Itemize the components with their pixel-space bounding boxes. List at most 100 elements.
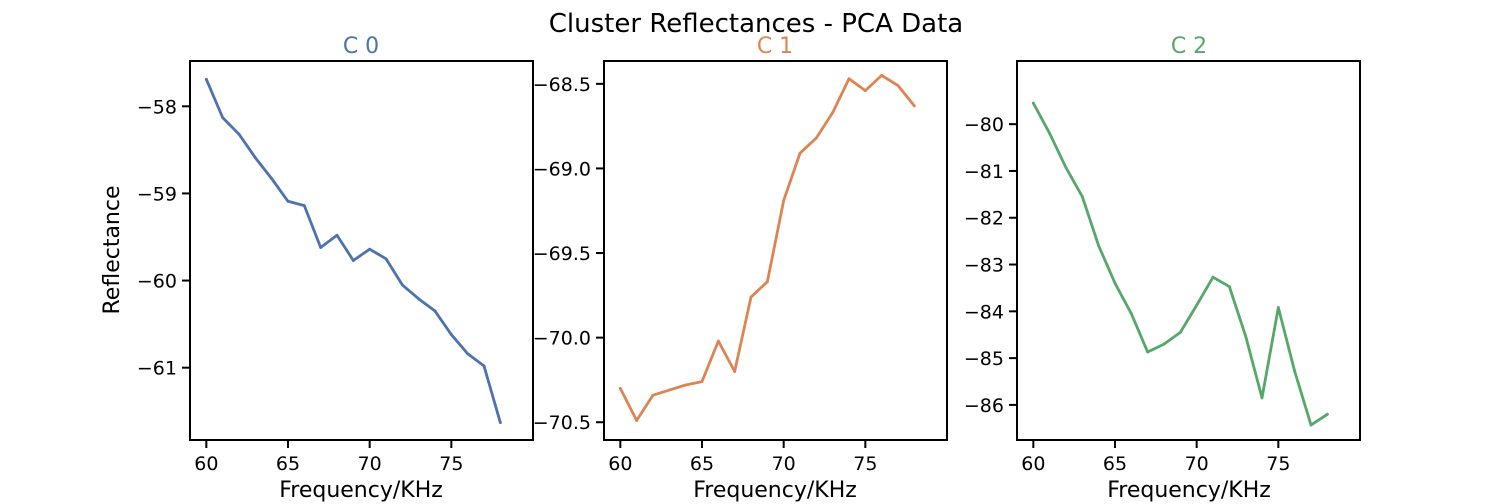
data-point [618, 387, 622, 390]
data-point [733, 370, 737, 373]
y-tick-label: −61 [137, 358, 177, 380]
tick-labels: 60 65 70 75 −68.5 −69.0 −69.5 −70.0 −70.5 [533, 74, 878, 475]
data-point [1113, 281, 1117, 285]
data-point [1031, 101, 1035, 105]
data-point [716, 339, 720, 343]
data-point [368, 247, 372, 251]
data-point [1276, 306, 1280, 309]
data-point [319, 246, 323, 249]
data-point [1211, 275, 1215, 279]
data-point [286, 199, 290, 203]
x-tick-label: 65 [690, 453, 714, 475]
data-point [270, 177, 274, 181]
data-point [1162, 342, 1166, 346]
x-tick-label: 75 [1266, 453, 1290, 475]
data-point [1080, 195, 1084, 199]
data-point [1097, 244, 1101, 248]
y-tick-label: −69.0 [533, 158, 591, 180]
x-tick-label: 70 [772, 453, 796, 475]
x-axis-label: Frequency/KHz [693, 478, 857, 503]
data-point [880, 73, 884, 77]
y-tick-label: −81 [964, 161, 1004, 183]
series-group [1031, 101, 1329, 427]
data-point [863, 89, 867, 93]
data-point [700, 380, 704, 384]
subplot-title: C 0 [343, 34, 379, 59]
data-point [1064, 166, 1068, 170]
data-point [384, 257, 388, 261]
y-tick-label: −82 [964, 208, 1004, 230]
data-point [433, 309, 437, 313]
y-tick-label: −59 [137, 183, 177, 205]
x-tick-label: 70 [1185, 453, 1209, 475]
y-tick-label: −69.5 [533, 243, 591, 265]
y-tick-label: −85 [964, 348, 1004, 370]
data-point [466, 352, 470, 356]
y-tick-label: −83 [964, 255, 1004, 277]
x-tick-label: 60 [1021, 453, 1045, 475]
data-point [684, 383, 688, 387]
data-point [814, 136, 818, 140]
x-tick-label: 65 [1103, 453, 1127, 475]
data-point [449, 333, 453, 336]
x-axis-label: Frequency/KHz [1107, 478, 1271, 503]
data-point [1146, 350, 1150, 354]
data-point [667, 388, 671, 392]
x-tick-label: 75 [853, 453, 877, 475]
series-group [204, 77, 502, 424]
series-group [618, 73, 916, 422]
y-tick-label: −84 [964, 301, 1004, 323]
data-point [1244, 334, 1248, 338]
data-point [1325, 412, 1329, 416]
plot-frame [603, 60, 948, 441]
series-line [618, 73, 916, 422]
data-point [482, 364, 486, 368]
data-point [417, 297, 421, 301]
data-point [351, 259, 355, 262]
plot-frame [189, 60, 534, 441]
subplot-c0: C 0 60 65 70 75 −58 −59 −60 −61 Frequency/KHz R… [100, 34, 534, 503]
data-point [1178, 330, 1182, 334]
x-axis-label: Frequency/KHz [279, 478, 443, 503]
subplot-title: C 2 [1171, 34, 1207, 59]
x-tick-label: 75 [439, 453, 463, 475]
subplot-c2: C 2 60 65 70 75 −80 −81 −82 −83 −84 −85 −86 Freque… [964, 34, 1361, 503]
x-tick-label: 70 [358, 453, 382, 475]
series-line [204, 77, 502, 424]
data-point [1227, 285, 1231, 288]
y-tick-label: −70.5 [533, 412, 591, 434]
data-point [237, 132, 241, 136]
series-line [1031, 101, 1329, 427]
data-point [498, 421, 502, 424]
subplot-title: C 1 [757, 34, 793, 59]
data-point [635, 419, 639, 422]
figure-title: Cluster Reflectances - PCA Data [549, 9, 963, 39]
data-point [651, 393, 655, 397]
data-point [1293, 369, 1297, 373]
tick-labels: 60 65 70 75 −80 −81 −82 −83 −84 −85 −86 [964, 114, 1291, 475]
x-tick-label: 60 [608, 453, 632, 475]
data-point [302, 204, 306, 208]
x-tick-label: 60 [194, 453, 218, 475]
data-point [221, 116, 225, 120]
data-point [1309, 423, 1313, 427]
data-point [1048, 132, 1052, 135]
data-point [1195, 303, 1199, 307]
y-tick-label: −70.0 [533, 328, 591, 350]
data-point [896, 84, 900, 87]
y-tick-label: −86 [964, 395, 1004, 417]
data-point [1260, 396, 1264, 400]
data-point [765, 280, 769, 284]
y-tick-label: −80 [964, 114, 1004, 136]
y-tick-label: −60 [137, 271, 177, 293]
x-tick-label: 65 [276, 453, 300, 475]
data-point [782, 199, 786, 202]
data-point [253, 156, 257, 160]
data-point [1129, 312, 1133, 316]
subplot-c1: C 1 60 65 70 75 −68.5 −69.0 −69.5 −70.0 −70.5 Fr… [533, 34, 948, 503]
data-point [831, 111, 835, 114]
data-point [847, 77, 851, 81]
data-point [798, 151, 802, 155]
y-tick-label: −58 [137, 96, 177, 118]
